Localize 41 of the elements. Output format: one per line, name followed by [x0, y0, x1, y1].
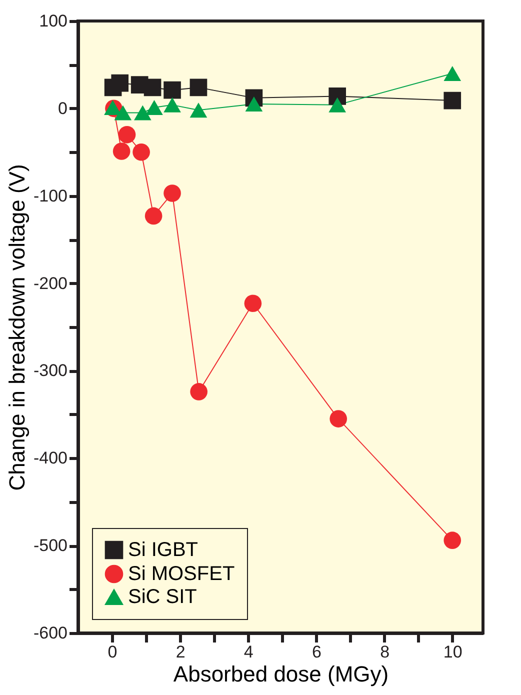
y-tick-label: -100 — [33, 186, 68, 206]
legend-label: Si IGBT — [128, 539, 198, 561]
point — [328, 97, 346, 112]
legend-label: SiC SIT — [128, 586, 197, 608]
point — [190, 78, 208, 96]
point — [114, 105, 132, 120]
y-tick-label: -400 — [33, 448, 68, 468]
x-tick-label: 6 — [312, 642, 322, 662]
y-tick-label: -300 — [33, 361, 68, 380]
point — [144, 207, 162, 225]
point — [146, 100, 163, 116]
point — [118, 126, 136, 144]
point — [112, 142, 130, 160]
point — [330, 410, 348, 428]
point — [444, 92, 462, 110]
point — [164, 81, 181, 99]
x-tick-label: 8 — [380, 642, 390, 662]
x-tick-label: 2 — [176, 642, 186, 662]
point — [245, 96, 263, 112]
x-tick-label: 4 — [244, 642, 254, 662]
y-tick-label: -500 — [33, 536, 68, 556]
x-axis-title: Absorbed dose (MGy) — [173, 662, 389, 686]
x-tick-label: 10 — [443, 642, 462, 662]
point — [144, 78, 162, 96]
point — [444, 532, 462, 549]
x-tick-label: 0 — [108, 642, 118, 662]
point — [244, 294, 262, 312]
point — [132, 144, 150, 161]
y-axis-title: Change in breakdown voltage (V) — [4, 164, 30, 491]
point — [164, 97, 181, 112]
point — [190, 383, 208, 400]
y-tick-label: -600 — [33, 624, 68, 642]
y-tick-label: 100 — [39, 12, 68, 30]
legend-label: Si MOSFET — [128, 563, 235, 585]
y-tick-label: 0 — [58, 98, 68, 118]
point — [111, 74, 129, 92]
y-tick-label: -200 — [33, 274, 68, 293]
point — [134, 105, 152, 120]
point — [190, 102, 208, 118]
point — [444, 66, 462, 81]
point — [164, 184, 181, 202]
